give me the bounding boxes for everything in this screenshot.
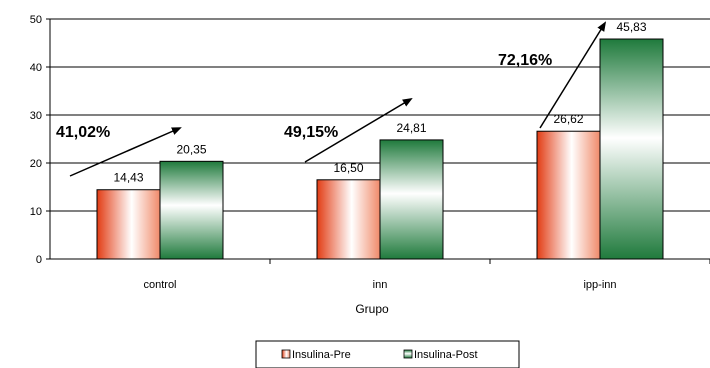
annotation-ipp-inn: 72,16% xyxy=(498,52,552,69)
bars xyxy=(96,38,664,260)
legend-label-pre: Insulina-Pre xyxy=(292,349,351,361)
bar-pre-control xyxy=(96,189,161,260)
y-tick-label: 40 xyxy=(30,62,42,74)
data-label: 26,62 xyxy=(553,112,583,126)
bar-pre-ipp-inn xyxy=(536,130,601,260)
annotations: 41,02% 49,15% 72,16% xyxy=(56,21,607,177)
legend: Insulina-Pre Insulina-Post xyxy=(255,340,520,368)
bar-post-ipp-inn xyxy=(599,38,664,260)
trend-arrow-inn xyxy=(304,97,413,163)
data-label: 45,83 xyxy=(616,20,646,34)
x-tick-label: ipp-inn xyxy=(583,279,616,291)
y-tick-label: 20 xyxy=(30,158,42,170)
trend-arrow-ipp-inn xyxy=(539,21,607,129)
y-tick-label: 30 xyxy=(30,110,42,122)
data-label: 24,81 xyxy=(396,121,426,135)
data-label: 16,50 xyxy=(333,161,363,175)
y-tick-label: 50 xyxy=(30,14,42,26)
x-tick-label: control xyxy=(143,279,176,291)
y-tick-label: 0 xyxy=(36,254,42,266)
annotation-control: 41,02% xyxy=(56,124,110,141)
data-label: 14,43 xyxy=(113,171,143,185)
legend-box xyxy=(255,340,520,368)
data-labels: 14,43 20,35 16,50 24,81 26,62 45,83 xyxy=(113,20,646,185)
bar-post-inn xyxy=(379,139,444,260)
legend-label-post: Insulina-Post xyxy=(414,349,478,361)
data-label: 20,35 xyxy=(176,142,206,156)
trend-arrow-control xyxy=(69,127,182,177)
x-tick-label: inn xyxy=(373,279,388,291)
y-tick-label: 10 xyxy=(30,206,42,218)
legend-swatch-pre xyxy=(281,349,291,359)
annotation-inn: 49,15% xyxy=(284,124,338,141)
legend-swatch-post xyxy=(403,349,413,359)
y-axis: 0 10 20 30 40 50 xyxy=(30,14,51,266)
x-axis-title: Grupo xyxy=(355,302,389,316)
x-axis: control inn ipp-inn xyxy=(50,258,710,291)
bar-post-control xyxy=(159,160,224,260)
bar-pre-inn xyxy=(316,179,381,260)
